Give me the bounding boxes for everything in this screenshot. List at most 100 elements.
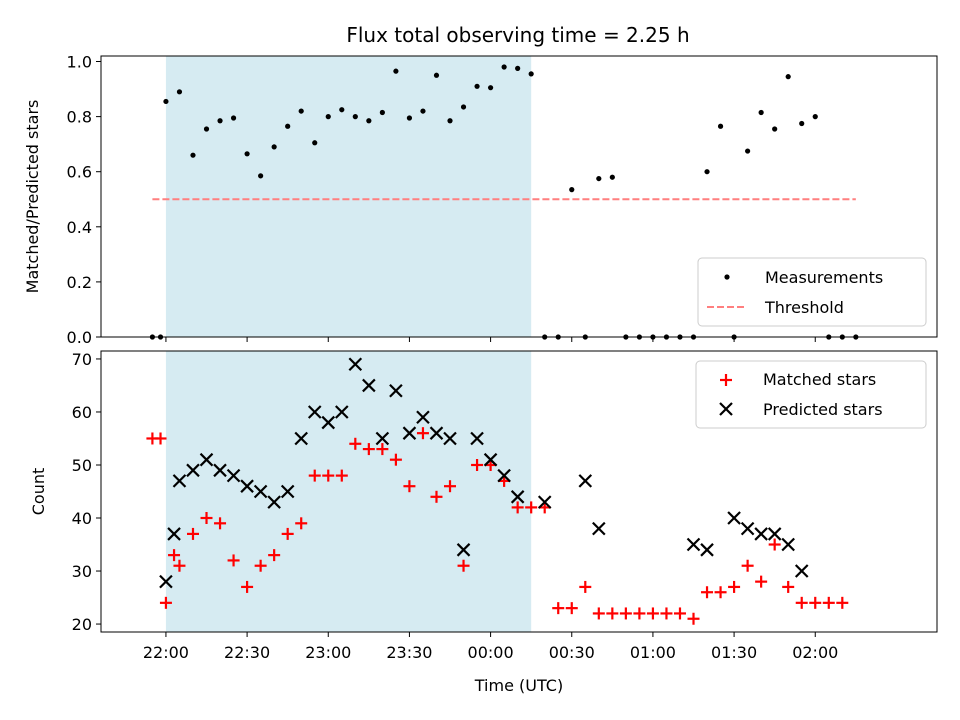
matched-star-point — [741, 559, 754, 572]
matched-star-point — [701, 586, 714, 599]
matched-star-point — [376, 443, 389, 456]
measurement-point — [230, 115, 237, 121]
predicted-star-point — [348, 357, 363, 372]
predicted-star-point — [727, 511, 741, 525]
measurement-point — [474, 83, 480, 89]
predicted-star-point — [686, 537, 701, 552]
measurement-point — [298, 108, 304, 114]
matched-star-point — [565, 602, 578, 615]
matched-star-point — [154, 432, 167, 445]
bottom-x-ticks: 22:00 22:30 23:00 23:30 00:00 00:30 01:00 01:30… — [143, 632, 838, 662]
predicted-star-point — [443, 431, 457, 446]
predicted-star-point — [537, 495, 552, 509]
predicted-star-point — [280, 484, 295, 499]
measurement-point — [812, 114, 818, 120]
matched-star-point — [159, 596, 172, 609]
y-tick-label: 30 — [72, 562, 92, 581]
matched-star-point — [349, 437, 362, 450]
x-tick-label: 00:00 — [468, 643, 514, 662]
matched-star-point — [322, 469, 335, 482]
measurement-point — [609, 174, 615, 180]
measurement-point — [758, 109, 764, 116]
x-axis-label: Time (UTC) — [474, 676, 563, 695]
measurement-point — [704, 169, 710, 175]
matched-star-point — [241, 580, 254, 593]
bottom-y-axis-label: Count — [29, 468, 48, 516]
bottom-axes-frame — [100, 350, 938, 633]
y-tick-label: 1.0 — [67, 53, 92, 72]
predicted-star-point — [510, 490, 525, 504]
matched-star-point — [457, 559, 470, 572]
predicted-star-point — [483, 452, 498, 467]
measurement-point — [501, 64, 507, 70]
y-tick-label: 70 — [72, 350, 92, 369]
predicted-star-point — [781, 537, 795, 552]
measurement-points — [149, 64, 859, 340]
top-legend-box — [697, 257, 927, 327]
predicted-star-point — [240, 479, 254, 493]
legend-marker-matched — [720, 374, 732, 386]
matched-star-point — [768, 538, 781, 551]
measurement-point — [569, 187, 575, 193]
predicted-star-points — [159, 357, 809, 589]
x-tick-label: 22:00 — [143, 643, 189, 662]
y-tick-label: 0.8 — [67, 108, 92, 127]
y-tick-label: 0.0 — [67, 328, 92, 347]
matched-star-point — [687, 612, 700, 625]
matched-star-point — [362, 443, 375, 456]
matched-star-point — [646, 607, 659, 620]
predicted-star-point — [578, 474, 593, 488]
measurement-point — [366, 118, 372, 124]
matched-star-point — [782, 580, 795, 593]
predicted-star-point — [416, 410, 430, 425]
measurement-point — [258, 173, 264, 179]
legend-label-measurements: Measurements — [765, 268, 883, 287]
matched-star-point — [755, 575, 768, 588]
measurement-point — [339, 107, 345, 113]
top-x-ticks — [165, 337, 816, 342]
predicted-star-point — [456, 543, 471, 557]
y-tick-label: 50 — [72, 456, 92, 475]
predicted-star-point — [740, 521, 755, 536]
matched-star-point — [795, 596, 808, 609]
x-tick-label: 23:30 — [386, 643, 432, 662]
legend-marker-predicted — [719, 402, 733, 416]
predicted-star-point — [389, 383, 403, 398]
predicted-star-point — [307, 405, 322, 419]
x-tick-label: 01:30 — [711, 643, 757, 662]
top-y-ticks: 0.0 0.2 0.4 0.6 0.8 1.0 — [67, 53, 101, 347]
matched-star-point — [809, 596, 822, 609]
top-observing-span — [165, 56, 532, 337]
legend-label-predicted: Predicted stars — [763, 400, 883, 419]
matched-star-point — [403, 480, 416, 493]
measurement-point — [717, 123, 724, 129]
measurement-point — [487, 85, 494, 91]
y-tick-label: 0.2 — [67, 273, 92, 292]
measurement-point — [460, 104, 467, 110]
measurement-point — [352, 114, 358, 120]
predicted-star-point — [700, 543, 714, 557]
measurement-point — [596, 175, 602, 182]
measurement-point — [420, 108, 426, 114]
legend-marker-measurements — [724, 274, 730, 280]
matched-star-point — [214, 517, 227, 530]
bottom-panel: 20 30 40 50 60 70 22:00 22:30 23:00 23:30 00:00 00… — [29, 350, 938, 695]
predicted-star-point — [335, 405, 349, 419]
measurement-point — [745, 148, 751, 154]
predicted-star-point — [213, 463, 227, 478]
x-tick-label: 01:00 — [630, 643, 676, 662]
measurement-point — [325, 114, 331, 120]
measurement-point — [203, 126, 210, 132]
matched-star-point — [606, 607, 619, 620]
y-tick-label: 20 — [72, 615, 92, 634]
matched-star-point — [268, 549, 281, 562]
measurement-point — [163, 98, 169, 105]
matched-star-point — [308, 469, 321, 482]
predicted-star-point — [362, 378, 376, 393]
predicted-star-point — [592, 521, 606, 536]
predicted-star-point — [172, 474, 187, 488]
predicted-star-point — [375, 431, 390, 446]
predicted-star-point — [253, 484, 268, 499]
predicted-star-point — [186, 463, 200, 478]
